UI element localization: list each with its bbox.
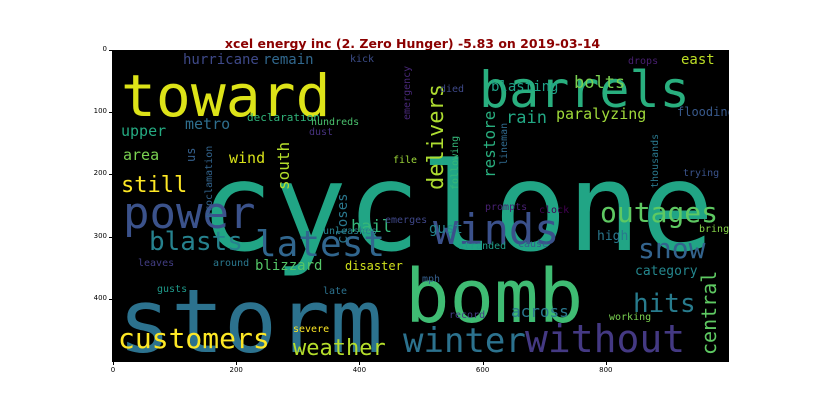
x-tick-label: 400 bbox=[352, 366, 367, 374]
word-barrels: barrels bbox=[479, 61, 690, 119]
word-dust: dust bbox=[309, 127, 333, 138]
y-tick bbox=[109, 50, 113, 51]
word-winds: winds bbox=[433, 205, 559, 254]
word-working: working bbox=[609, 312, 651, 323]
word-south: south bbox=[274, 142, 293, 190]
y-tick bbox=[109, 174, 113, 176]
word-restore: restore bbox=[480, 111, 499, 178]
word-emerges: emerges bbox=[385, 215, 427, 226]
word-blasts: blasts bbox=[149, 227, 243, 257]
x-tick bbox=[359, 361, 361, 365]
word-central: central bbox=[697, 271, 721, 355]
word-stranded: stranded bbox=[458, 241, 506, 252]
word-bring: bring bbox=[699, 224, 729, 235]
word-upper: upper bbox=[121, 122, 166, 140]
word-flooding: flooding bbox=[677, 105, 729, 119]
plot-title: xcel energy inc (2. Zero Hunger) -5.83 o… bbox=[224, 36, 601, 51]
x-tick bbox=[236, 361, 238, 365]
word-power: power bbox=[123, 188, 255, 239]
y-tick bbox=[109, 236, 113, 238]
word-disaster: disaster bbox=[345, 259, 403, 273]
word-snow: snow bbox=[638, 232, 706, 265]
x-axis-line bbox=[113, 361, 729, 362]
word-hundreds: hundreds bbox=[311, 117, 359, 128]
y-tick-label: 0 bbox=[102, 45, 107, 53]
y-tick-label: 400 bbox=[93, 293, 107, 302]
word-remain: remain bbox=[263, 52, 314, 68]
word-across: across bbox=[511, 302, 569, 321]
word-proclamation: proclamation bbox=[204, 146, 215, 218]
word-high: high bbox=[597, 229, 628, 244]
word-latest: latest bbox=[255, 224, 385, 265]
word-metro: metro bbox=[185, 115, 230, 133]
word-paralyzing: paralyzing bbox=[556, 105, 646, 123]
word-us: us bbox=[184, 148, 198, 162]
x-tick bbox=[605, 361, 607, 365]
word-toward: toward bbox=[121, 62, 331, 130]
x-tick-label: 600 bbox=[475, 366, 490, 374]
y-tick bbox=[109, 112, 113, 114]
y-tick-label: 100 bbox=[93, 107, 107, 116]
word-leaves: leaves bbox=[138, 258, 174, 269]
word-storm: storm bbox=[118, 270, 383, 361]
word-unleashes: unleashes bbox=[323, 226, 377, 237]
x-tick-label: 0 bbox=[110, 366, 116, 374]
word-mph: mph bbox=[422, 274, 440, 285]
y-tick-label: 200 bbox=[93, 169, 107, 178]
word-category: category bbox=[635, 264, 698, 279]
word-declaration: declaration bbox=[247, 111, 320, 124]
word-hits: hits bbox=[633, 289, 696, 319]
word-customers: customers bbox=[118, 322, 270, 355]
x-tick-label: 800 bbox=[599, 366, 613, 374]
word-hail: hail bbox=[351, 217, 392, 237]
word-lineman: lineman bbox=[499, 123, 510, 165]
word-severe: severe bbox=[293, 324, 329, 335]
word-east: east bbox=[681, 52, 715, 68]
word-rain: rain bbox=[506, 108, 547, 128]
word-thousands: thousands bbox=[650, 134, 661, 188]
word-cyclone: cyclone bbox=[200, 137, 714, 279]
word-outages: outages bbox=[600, 196, 718, 229]
y-axis-line bbox=[112, 50, 113, 362]
word-gust: gust bbox=[429, 221, 463, 237]
word-emergency: emergency bbox=[402, 66, 413, 120]
word-bolts: bolts bbox=[574, 73, 625, 93]
y-tick bbox=[109, 298, 113, 300]
word-prompts: prompts bbox=[485, 202, 527, 213]
word-cloud-area: cyclone storm bomb toward barrels winds power l… bbox=[113, 50, 729, 361]
y-tick-label: 300 bbox=[93, 231, 107, 240]
word-bomb: bomb bbox=[405, 254, 583, 340]
word-kick: kick bbox=[350, 54, 374, 65]
word-cause: cause bbox=[518, 239, 548, 250]
word-record: record bbox=[449, 310, 485, 321]
x-tick bbox=[113, 361, 114, 365]
word-around: around bbox=[213, 258, 249, 269]
word-trying: trying bbox=[683, 168, 719, 179]
x-tick bbox=[482, 361, 484, 365]
word-blizzard: blizzard bbox=[255, 258, 322, 274]
word-area: area bbox=[123, 146, 159, 164]
word-following: following bbox=[450, 136, 461, 190]
word-winter: winter bbox=[403, 321, 526, 361]
x-tick-label: 200 bbox=[229, 366, 243, 374]
word-late: late bbox=[323, 286, 347, 297]
word-delivers: delivers bbox=[424, 84, 449, 190]
word-still: still bbox=[121, 173, 187, 198]
word-closes: closes bbox=[335, 193, 351, 244]
word-wind: wind bbox=[229, 149, 265, 167]
word-without: without bbox=[525, 317, 685, 361]
word-drops: drops bbox=[628, 56, 658, 67]
word-file: file bbox=[393, 155, 417, 166]
word-hurricane: hurricane bbox=[183, 52, 259, 68]
word-blasting: blasting bbox=[491, 79, 558, 95]
word-weather: weather bbox=[293, 336, 386, 361]
word-died: died bbox=[440, 84, 464, 95]
word-gusts: gusts bbox=[157, 284, 187, 295]
word-clock: clock bbox=[539, 205, 569, 216]
